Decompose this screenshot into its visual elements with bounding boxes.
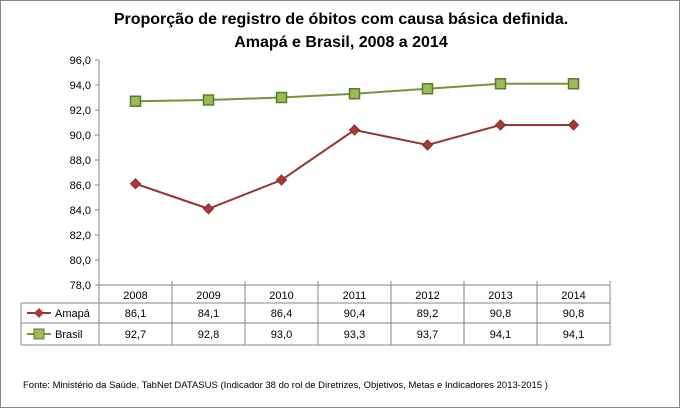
y-tick-label: 84,0 (70, 205, 91, 217)
data-point (494, 78, 507, 90)
data-point (567, 78, 580, 90)
chart-title-line2: Amapá e Brasil, 2008 a 2014 (234, 34, 448, 51)
data-label: 90,8 (563, 308, 584, 320)
x-tick-label: 2009 (196, 290, 220, 302)
data-label: 90,4 (344, 308, 365, 320)
data-point (129, 178, 142, 190)
x-tick-label: 2014 (561, 290, 585, 302)
data-label: 84,1 (198, 308, 219, 320)
y-tick-label: 82,0 (70, 230, 91, 242)
data-point (275, 174, 288, 186)
legend-label: Amapá (55, 308, 91, 320)
y-tick-label: 86,0 (70, 180, 91, 192)
data-label: 90,8 (490, 308, 511, 320)
data-point (421, 83, 434, 95)
y-tick-label: 80,0 (70, 255, 91, 267)
data-label: 92,8 (198, 329, 219, 341)
y-tick-label: 78,0 (70, 280, 91, 292)
x-tick-label: 2012 (415, 290, 439, 302)
data-point (129, 95, 142, 107)
legend-marker (33, 328, 45, 340)
data-point (202, 94, 215, 106)
source-note: Fonte: Ministério da Saúde. TabNet DATAS… (23, 380, 548, 391)
data-label: 89,2 (417, 308, 438, 320)
legend-marker (34, 308, 44, 318)
data-point (567, 119, 580, 131)
data-point (494, 119, 507, 131)
data-point (348, 124, 361, 136)
data-point (202, 203, 215, 215)
x-tick-label: 2010 (269, 290, 293, 302)
data-label: 86,4 (271, 308, 292, 320)
data-label: 86,1 (125, 308, 146, 320)
x-tick-label: 2008 (123, 290, 147, 302)
data-point (348, 88, 361, 100)
data-point (275, 91, 288, 104)
x-tick-label: 2011 (343, 290, 367, 302)
data-label: 93,7 (417, 329, 438, 341)
data-label: 94,1 (563, 329, 584, 341)
data-label: 94,1 (490, 329, 511, 341)
data-label: 93,0 (271, 329, 292, 341)
data-point (421, 139, 434, 151)
chart-title-line1: Proporção de registro de óbitos com caus… (113, 11, 569, 28)
y-tick-label: 90,0 (70, 130, 91, 142)
data-label: 92,7 (125, 329, 146, 341)
y-tick-label: 88,0 (70, 155, 91, 167)
series-line-Amapá (135, 124, 574, 210)
x-tick-label: 2013 (488, 290, 512, 302)
y-tick-label: 94,0 (70, 80, 91, 92)
y-tick-label: 96,0 (70, 55, 91, 67)
legend-label: Brasil (55, 329, 83, 341)
data-label: 93,3 (344, 329, 365, 341)
y-tick-label: 92,0 (70, 105, 91, 117)
